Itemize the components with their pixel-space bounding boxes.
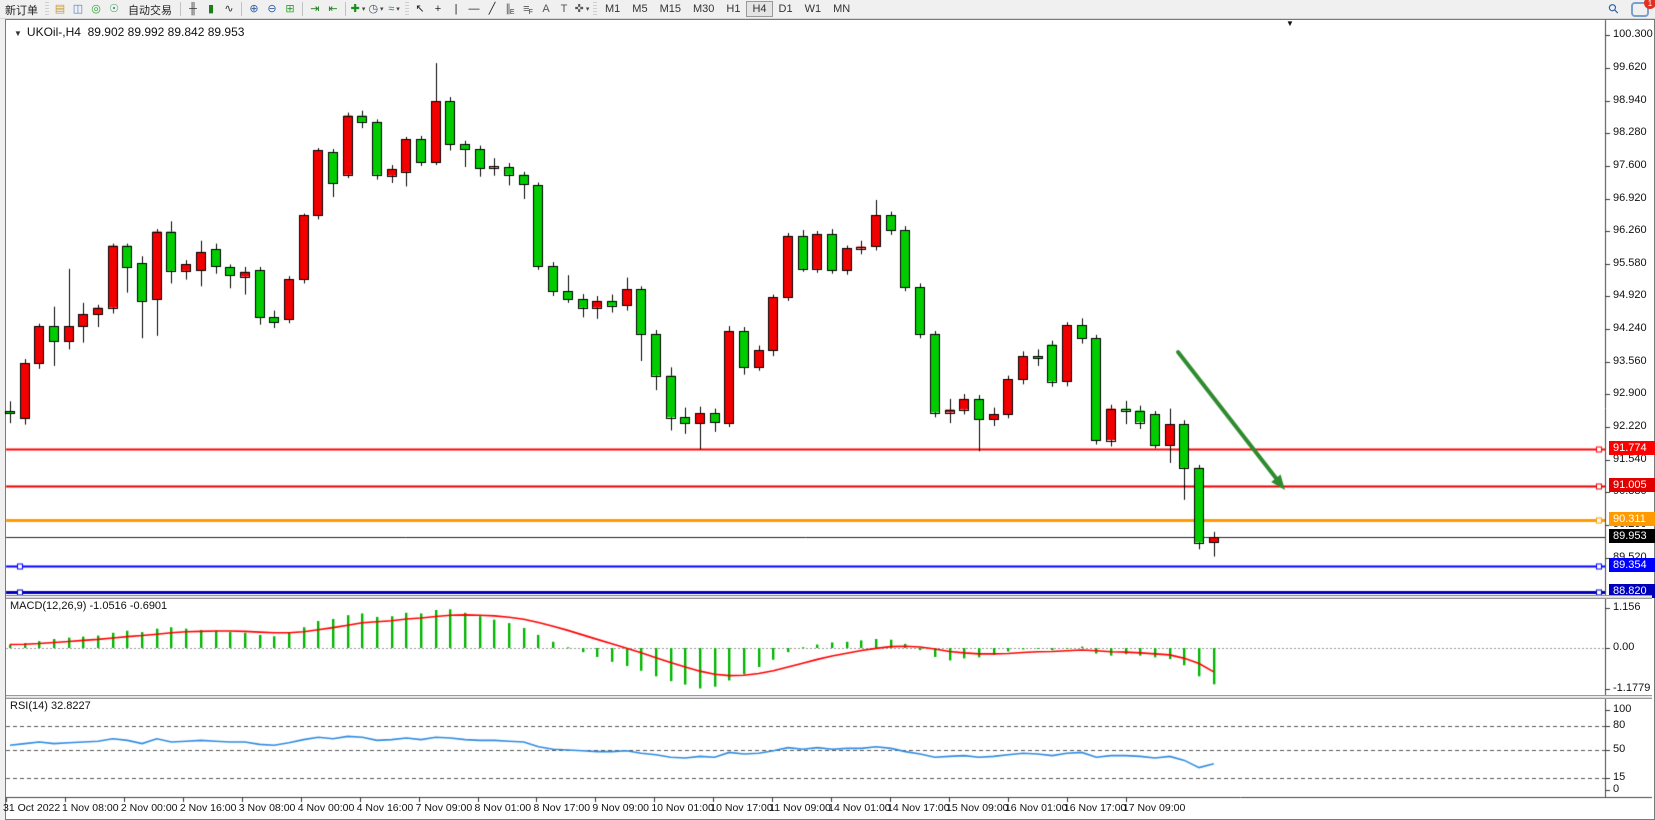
date-axis-label[interactable]: 14 Nov 17:00 [887,802,950,814]
date-axis-label[interactable]: 4 Nov 16:00 [356,802,414,814]
chart-shift-marker[interactable]: ▼ [1286,19,1294,28]
price-axis-tick-92.900: 92.900 [1613,387,1647,400]
price-axis-tick-94.920: 94.920 [1613,289,1647,302]
date-axis-label[interactable]: 2 Nov 00:00 [120,802,178,814]
macd-axis-tick-1.156: 1.156 [1613,601,1641,614]
date-axis-label[interactable]: 10 Nov 17:00 [710,802,773,814]
date-axis-label[interactable]: 3 Nov 08:00 [238,802,296,814]
rsi-axis-tick-50: 50 [1613,743,1626,755]
rsi-axis-tick-15: 15 [1613,771,1626,783]
price-axis-tick-96.920: 96.920 [1613,191,1647,204]
date-axis-label[interactable]: 17 Nov 09:00 [1122,802,1186,814]
date-axis-label[interactable]: 14 Nov 01:00 [828,802,891,814]
macd-indicator-label: MACD(12,26,9) -1.0516 -0.6901 [10,600,168,612]
rsi-pane-resize-handle[interactable] [6,695,1652,699]
date-axis-label[interactable]: 7 Nov 09:00 [415,802,473,814]
rsi-value: 32.8227 [50,700,91,712]
rsi-axis-tick-80: 80 [1613,719,1626,731]
collapse-triangle-icon[interactable]: ▼ [14,29,22,38]
price-axis-tick-98.940: 98.940 [1613,93,1647,106]
price-axis-tick-97.600: 97.600 [1613,159,1647,171]
date-axis-label[interactable]: 11 Nov 09:00 [769,802,831,814]
date-axis-label[interactable]: 1 Nov 08:00 [61,802,119,814]
chart-symbol-period: UKOil-,H4 [26,25,81,39]
macd-axis-tick-0.00: 0.00 [1613,641,1635,653]
date-axis-label[interactable]: 31 Oct 2022 [3,802,61,814]
price-axis-tick-98.280: 98.280 [1613,126,1647,138]
price-line-label-90.311[interactable]: 90.311 [1609,511,1655,526]
bid-price-label: 89.953 [1609,529,1655,544]
date-axis-label[interactable]: 16 Nov 17:00 [1063,802,1127,814]
chart-ohlc-values: 89.902 89.992 89.842 89.953 [87,25,245,39]
macd-main-value: -1.0516 [89,600,127,612]
date-axis-label[interactable]: 15 Nov 09:00 [946,802,1009,814]
price-axis-tick-92.220: 92.220 [1613,420,1647,433]
price-line-label-91.774[interactable]: 91.774 [1609,440,1655,455]
date-axis-label[interactable]: 9 Nov 09:00 [592,802,650,814]
macd-axis-tick--1.1779: -1.1779 [1613,681,1651,694]
price-axis-tick-91.540: 91.540 [1613,453,1647,466]
price-axis-tick-94.240: 94.240 [1613,322,1647,335]
rsi-axis-tick-0: 0 [1613,783,1620,795]
price-axis-tick-99.620: 99.620 [1613,60,1647,73]
macd-signal-value: -0.6901 [129,600,168,612]
date-axis-label[interactable]: 16 Nov 01:00 [1004,802,1068,814]
chart-title: ▼ UKOil-,H4 89.902 89.992 89.842 89.953 [14,25,244,39]
date-axis-label[interactable]: 10 Nov 01:00 [651,802,714,814]
date-axis-label[interactable]: 8 Nov 01:00 [474,802,532,814]
macd-pane-resize-handle[interactable] [6,595,1652,599]
price-line-label-89.354[interactable]: 89.354 [1609,558,1655,573]
price-axis-tick-96.260: 96.260 [1613,224,1647,237]
price-axis-tick-93.560: 93.560 [1613,355,1647,368]
price-axis-tick-100.300: 100.300 [1613,28,1653,40]
date-axis-label[interactable]: 4 Nov 00:00 [297,802,355,814]
date-axis-label[interactable]: 8 Nov 17:00 [533,802,591,814]
rsi-axis-tick-100: 100 [1613,703,1632,715]
date-axis-label[interactable]: 2 Nov 16:00 [179,802,237,814]
price-line-label-88.820[interactable]: 88.820 [1609,584,1655,598]
rsi-indicator-label: RSI(14) 32.8227 [10,700,91,712]
price-axis-tick-95.580: 95.580 [1613,257,1647,269]
price-line-label-91.005[interactable]: 91.005 [1609,477,1655,492]
